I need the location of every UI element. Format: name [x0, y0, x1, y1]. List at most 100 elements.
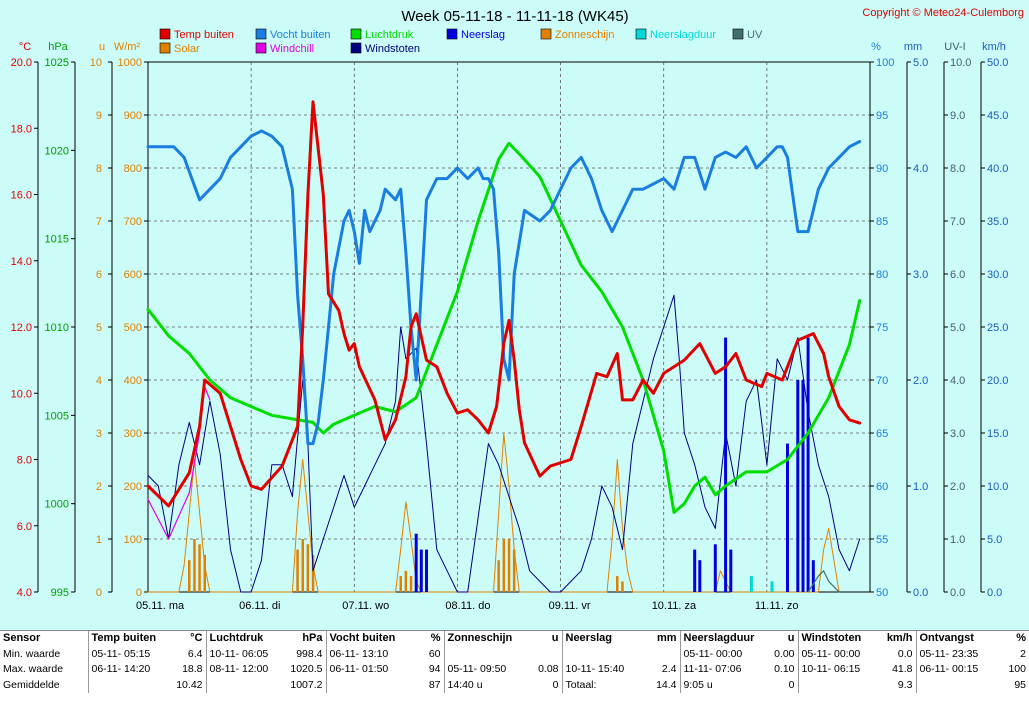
axis-tick-label: 80 — [876, 269, 888, 281]
axis-tick-label: 5 — [96, 322, 102, 334]
sunshine-bar — [188, 560, 191, 592]
windstoten-line — [147, 294, 861, 593]
temp-buiten-line — [146, 100, 862, 508]
axis-tick-label: 3 — [96, 428, 102, 440]
legend-swatch — [732, 28, 744, 40]
axis-tick-label: 4.0 — [17, 587, 32, 599]
stats-value: 0 — [788, 678, 795, 691]
day-label: 08.11. do — [445, 600, 490, 612]
stats-header-unit: u — [787, 632, 795, 644]
neerslag-bar — [801, 380, 805, 592]
stats-time: 05-11- 00:00 — [679, 646, 760, 662]
stats-value — [642, 647, 680, 663]
axis-tick-label: 12.0 — [11, 322, 32, 334]
axis-tick-label: 15.0 — [987, 428, 1008, 440]
axis-tick-label: 90 — [876, 163, 888, 175]
stats-time — [325, 677, 406, 693]
stats-value: 14.4 — [656, 678, 677, 691]
neerslag-bar — [713, 544, 717, 592]
axis-tick-label: 10.0 — [11, 388, 32, 400]
axis-tick-label: 4.0 — [950, 375, 965, 387]
axis-tick-label: 200 — [124, 481, 142, 493]
stats-header-sensor: Sensor — [3, 632, 41, 644]
sunshine-bar — [512, 549, 516, 592]
axis-tick-label: 1020 — [45, 145, 69, 157]
stats-header-row: Sensor Temp buiten °C Luchtdruk hPa Vocht bui… — [0, 631, 1029, 647]
axis-tick-label: 1.0 — [950, 534, 965, 546]
neerslagduur-bar — [770, 581, 774, 592]
day-label: 09.11. vr — [549, 600, 591, 612]
axis-tick-label: 8 — [96, 163, 102, 175]
sunshine-bar — [497, 560, 500, 592]
axis-tick-label: 60 — [876, 481, 888, 493]
neerslag-bar — [796, 380, 800, 592]
axis-tick-label: 9 — [96, 110, 102, 122]
legend-label: Vocht buiten — [270, 29, 331, 41]
stats-header-unit: % — [1016, 632, 1026, 644]
axis-tick-label: 20.0 — [11, 57, 32, 69]
axis-tick-label: 0 — [136, 587, 142, 599]
stats-time: 06-11- 00:15 — [915, 662, 993, 678]
legend-swatch — [159, 42, 171, 54]
stats-value: 0.0 — [897, 647, 913, 660]
stats-value: 998.4 — [296, 647, 323, 660]
axis-tick-label: 25.0 — [987, 322, 1008, 334]
stats-value: 6.4 — [187, 647, 203, 660]
stats-value — [524, 647, 562, 663]
stats-header-name: Neerslag — [561, 631, 642, 647]
stats-value: 1020.5 — [290, 663, 323, 675]
stats-header-name: Zonneschijn — [443, 631, 524, 647]
sunshine-bar — [311, 554, 315, 592]
stats-time — [205, 677, 286, 693]
uv-line — [807, 570, 840, 593]
axis-unit: W/m² — [114, 41, 141, 53]
stats-value: 1007.2 — [290, 678, 323, 691]
axis-tick-label: 9.0 — [950, 110, 965, 122]
neerslag-bar — [806, 337, 810, 592]
stats-time: 10-11- 06:05 — [205, 646, 286, 662]
axis-tick-label: 40.0 — [987, 163, 1008, 175]
chart-area: Week 05-11-18 - 11-11-18 (WK45) Copyrigh… — [11, 7, 1024, 612]
axis-tick-label: 18.0 — [11, 123, 32, 135]
stats-time: 14:40 u — [443, 677, 524, 693]
axis-unit: °C — [19, 41, 31, 53]
sunshine-bar — [198, 544, 201, 592]
stats-time — [797, 677, 878, 693]
stats-time: 05-11- 23:35 — [915, 646, 993, 662]
sunshine-bar — [404, 570, 408, 592]
stats-time: 05-11- 05:15 — [87, 646, 168, 662]
axis-tick-label: 70 — [876, 375, 888, 387]
stats-time: 05-11- 00:00 — [797, 646, 878, 662]
sunshine-bar — [621, 581, 624, 592]
axis-tick-label: 1015 — [45, 234, 69, 246]
stats-time — [443, 646, 524, 662]
chart-title: Week 05-11-18 - 11-11-18 (WK45) — [401, 8, 628, 25]
axis-tick-label: 1 — [96, 534, 102, 546]
axis-tick-label: 1000 — [45, 499, 69, 511]
axis-tick-label: 8.0 — [950, 163, 965, 175]
stats-header-name: Ontvangst — [915, 631, 993, 647]
axis-tick-label: 50.0 — [987, 57, 1008, 69]
legend-swatch — [635, 28, 647, 40]
stats-value: 87 — [428, 678, 441, 691]
day-label: 06.11. di — [239, 600, 280, 612]
axis-tick-label: 1010 — [45, 322, 69, 334]
axis-tick-label: 0.0 — [950, 587, 965, 599]
legend-swatch — [540, 28, 552, 40]
stats-time — [87, 677, 168, 693]
axis-tick-label: 7 — [96, 216, 102, 228]
axis-tick-label: 2.0 — [913, 375, 928, 387]
stats-header-unit: °C — [190, 632, 203, 644]
stats-row: Min. waarde 05-11- 05:15 6.4 10-11- 06:05 99… — [0, 646, 1029, 663]
axis-tick-label: 100 — [876, 57, 894, 69]
axis-tick-label: 1025 — [45, 57, 69, 69]
sunshine-bar — [502, 539, 506, 592]
axis-tick-label: 50 — [876, 587, 888, 599]
axis-tick-label: 95 — [876, 110, 888, 122]
axis-tick-label: 6.0 — [950, 269, 965, 281]
stats-time: 08-11- 12:00 — [205, 662, 286, 678]
axis-tick-label: 20.0 — [987, 375, 1008, 387]
legend-label: Solar — [174, 43, 200, 55]
sunshine-bar — [409, 576, 413, 592]
legend: Temp buiten Vocht buiten Luchtdruk Neerslag… — [159, 28, 763, 55]
